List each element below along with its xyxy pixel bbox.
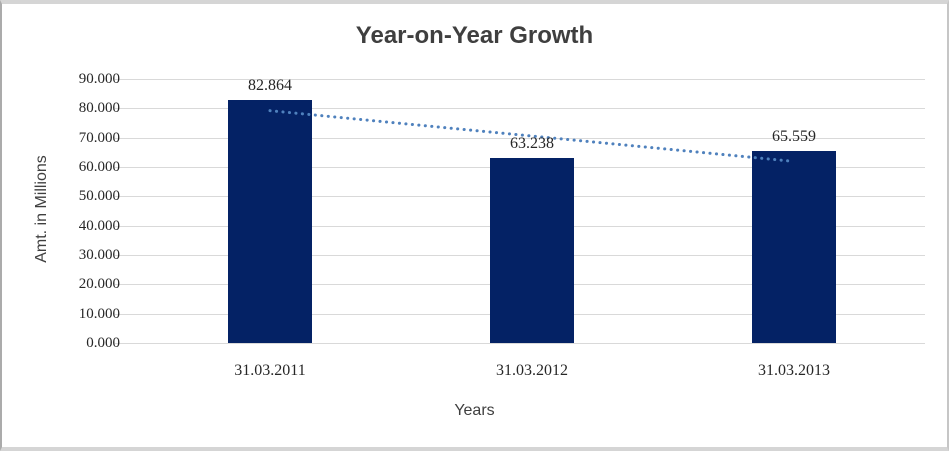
bar [490, 158, 574, 343]
y-tick-label: 80.000 [78, 100, 120, 116]
gridline [115, 79, 925, 80]
data-label: 82.864 [248, 77, 292, 94]
x-tick-label: 31.03.2012 [496, 362, 568, 379]
chart-title: Year-on-Year Growth [355, 22, 594, 49]
y-tick-label: 0.000 [86, 335, 120, 351]
data-label: 63.238 [510, 135, 554, 152]
y-tick-label: 20.000 [78, 276, 120, 292]
x-axis-title: Years [454, 402, 495, 419]
y-tick-label: 60.000 [78, 159, 120, 175]
y-tick-label: 40.000 [78, 218, 120, 234]
y-tick-label: 90.000 [78, 71, 120, 87]
x-tick-label: 31.03.2013 [758, 362, 830, 379]
x-tick-label: 31.03.2011 [234, 362, 306, 379]
y-tick-label: 50.000 [78, 188, 120, 204]
y-tick-label: 10.000 [78, 306, 120, 322]
y-tick-label: 30.000 [78, 247, 120, 263]
bar [228, 100, 312, 343]
y-tick-label: 70.000 [78, 130, 120, 146]
data-label: 65.559 [772, 128, 816, 145]
gridline [115, 108, 925, 109]
gridline [115, 343, 925, 344]
bar [752, 151, 836, 343]
